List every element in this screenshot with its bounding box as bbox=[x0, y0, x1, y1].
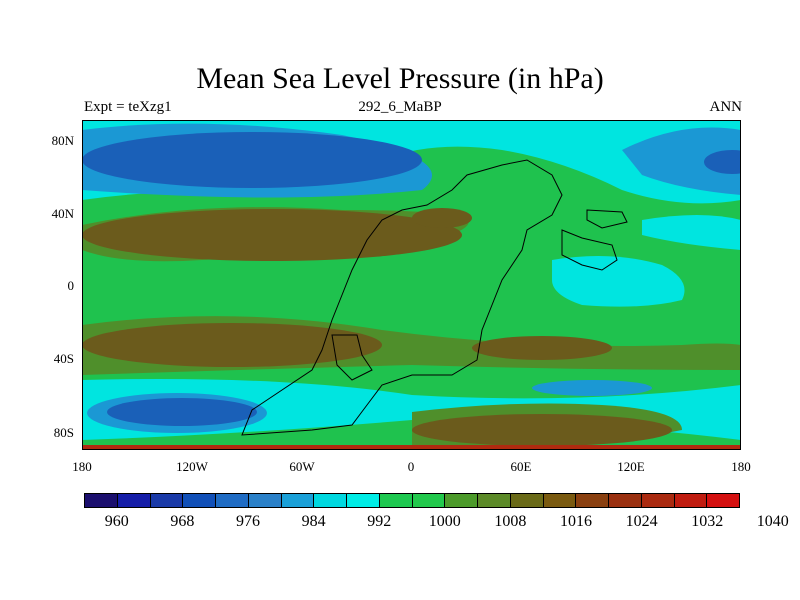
north-low-core-2 bbox=[704, 150, 741, 174]
lon-label-0: 0 bbox=[407, 459, 415, 474]
north-low-2 bbox=[622, 127, 741, 195]
south-pole-strip bbox=[82, 445, 741, 450]
experiment-label: Expt = teXzg1 bbox=[84, 99, 172, 115]
colorbar-label-984: 984 bbox=[301, 513, 326, 530]
lon-label-120e: 120E bbox=[617, 459, 645, 474]
colorbar-swatch bbox=[216, 494, 249, 507]
south-high-band-2 bbox=[472, 336, 612, 360]
period-label: 292_6_MaBP bbox=[358, 99, 442, 115]
colorbar-swatch bbox=[543, 494, 577, 507]
lat-label-eq: 0 bbox=[67, 278, 75, 293]
colorbar-swatch bbox=[347, 494, 380, 507]
colorbar-swatch bbox=[314, 494, 347, 507]
colorbar bbox=[84, 493, 740, 508]
lat-label-40n: 40N bbox=[51, 206, 74, 221]
colorbar-label-968: 968 bbox=[170, 513, 195, 530]
colorbar-swatch bbox=[478, 494, 511, 507]
colorbar-swatch bbox=[707, 494, 739, 507]
north-high-band-2 bbox=[412, 208, 472, 228]
colorbar-swatch bbox=[183, 494, 216, 507]
colorbar-swatch bbox=[510, 494, 544, 507]
lon-label-180e: 180 bbox=[731, 459, 751, 474]
north-high-band bbox=[82, 209, 462, 261]
colorbar-swatch bbox=[248, 494, 282, 507]
colorbar-swatch bbox=[281, 494, 315, 507]
colorbar-swatch bbox=[674, 494, 708, 507]
colorbar-swatch bbox=[445, 494, 478, 507]
lat-label-40s: 40S bbox=[53, 351, 74, 366]
lon-label-60e: 60E bbox=[510, 459, 532, 474]
south-low-core-1 bbox=[107, 398, 257, 426]
pressure-contour-field bbox=[82, 120, 741, 450]
colorbar-swatch bbox=[85, 494, 118, 507]
colorbar-swatch bbox=[150, 494, 184, 507]
south-low-2 bbox=[532, 380, 652, 396]
colorbar-swatch bbox=[641, 494, 675, 507]
colorbar-label-1008: 1008 bbox=[494, 513, 527, 530]
north-low-core-1 bbox=[82, 132, 422, 188]
colorbar-swatch bbox=[609, 494, 642, 507]
colorbar-label-960: 960 bbox=[104, 513, 129, 530]
lat-label-80s: 80S bbox=[53, 425, 74, 440]
south-blocks-outline bbox=[331, 334, 373, 381]
colorbar-swatch bbox=[117, 494, 151, 507]
season-label: ANN bbox=[709, 99, 743, 115]
lat-label-80n: 80N bbox=[51, 133, 74, 148]
colorbar-label-1040: 1040 bbox=[756, 513, 789, 530]
lon-label-120w: 120W bbox=[176, 459, 208, 474]
colorbar-label-1024: 1024 bbox=[625, 513, 658, 530]
tethys-outline bbox=[561, 229, 618, 271]
colorbar-label-1016: 1016 bbox=[560, 513, 592, 530]
lon-label-180w: 180 bbox=[72, 459, 92, 474]
colorbar-label-1000: 1000 bbox=[428, 513, 461, 530]
north-pacific-cyan bbox=[642, 215, 741, 250]
south-high-band bbox=[82, 323, 382, 367]
antarctic-high-core bbox=[412, 414, 672, 446]
colorbar-label-1032: 1032 bbox=[691, 513, 724, 530]
continent-outline bbox=[241, 159, 563, 436]
indian-ocean-cyan bbox=[552, 256, 685, 307]
plot-title: Mean Sea Level Pressure (in hPa) bbox=[196, 62, 604, 95]
colorbar-label-992: 992 bbox=[367, 513, 392, 530]
lon-label-60w: 60W bbox=[289, 459, 315, 474]
east-asia-outline bbox=[586, 209, 628, 229]
colorbar-label-976: 976 bbox=[236, 513, 260, 530]
colorbar-swatch bbox=[412, 494, 446, 507]
colorbar-swatch bbox=[576, 494, 609, 507]
pressure-map bbox=[82, 120, 741, 450]
colorbar-swatch bbox=[379, 494, 413, 507]
